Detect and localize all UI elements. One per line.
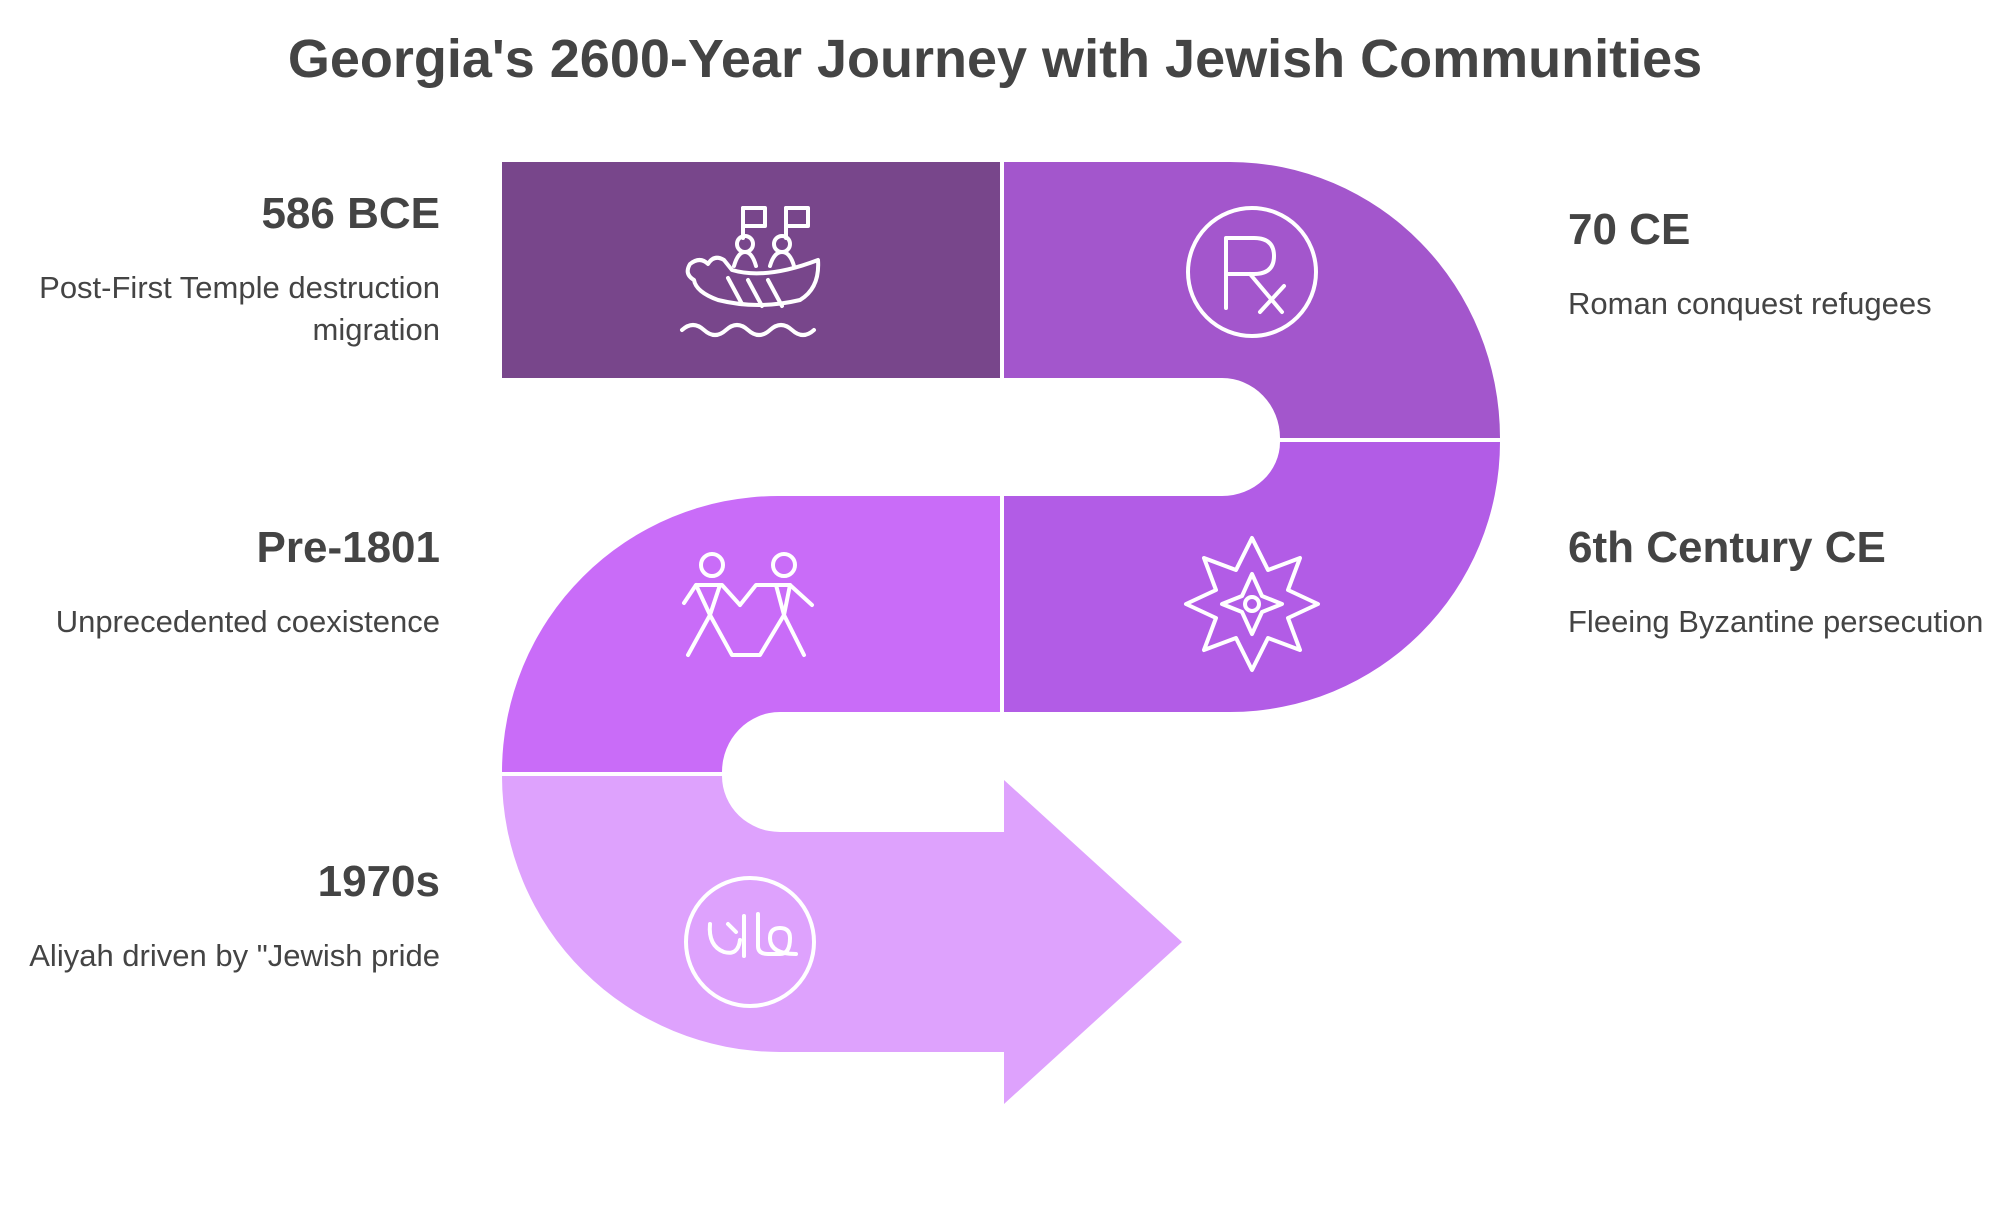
event-pre-1801: Pre-1801 Unprecedented coexistence <box>20 522 440 643</box>
segment-1970s <box>502 776 1182 1104</box>
event-description: Unprecedented coexistence <box>55 603 440 639</box>
event-date: 1970s <box>317 857 440 906</box>
event-6th-century-ce: 6th Century CE Fleeing Byzantine persecu… <box>1568 522 1988 643</box>
people-icon <box>682 552 814 657</box>
event-description: Roman conquest refugees <box>1568 285 1932 321</box>
event-description: Fleeing Byzantine persecution <box>1568 603 1984 639</box>
star-compass-icon <box>1184 536 1320 672</box>
halal-icon <box>684 876 816 1008</box>
page-title: Georgia's 2600-Year Journey with Jewish … <box>287 29 1703 89</box>
event-date: Pre-1801 <box>256 523 440 572</box>
segment-586-bce <box>502 162 1000 378</box>
event-1970s: 1970s Aliyah driven by "Jewish pride <box>20 856 440 977</box>
event-date: 586 BCE <box>261 189 440 238</box>
event-date: 70 CE <box>1568 205 1691 254</box>
event-description: Post-First Temple destruction migration <box>39 269 440 347</box>
segment-pre-1801 <box>502 496 1000 772</box>
event-description: Aliyah driven by "Jewish pride <box>29 937 440 973</box>
rx-icon <box>1186 206 1318 338</box>
event-date: 6th Century CE <box>1568 523 1886 572</box>
event-586-bce: 586 BCE Post-First Temple destruction mi… <box>20 188 440 351</box>
event-70-ce: 70 CE Roman conquest refugees <box>1568 204 1988 325</box>
ship-icon <box>680 206 821 337</box>
segment-70-ce <box>1004 162 1500 438</box>
